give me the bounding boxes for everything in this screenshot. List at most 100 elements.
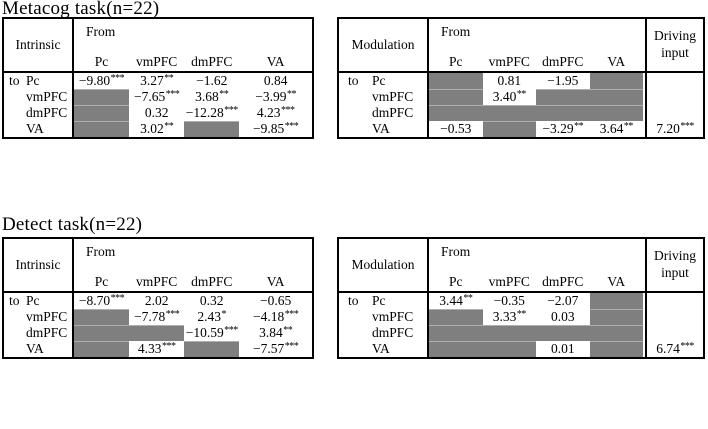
significance-stars: ** xyxy=(463,293,473,304)
value-cell: 3.33** xyxy=(483,309,537,325)
table-row: vmPFC 3.40** xyxy=(339,89,703,105)
cell-value: −0.35 xyxy=(493,293,525,308)
driving-input-cell xyxy=(645,73,703,89)
row-cells: 0.81 −1.95 xyxy=(429,73,643,89)
cell-value: 2.02 xyxy=(144,293,169,308)
suppressed-cell xyxy=(589,341,643,357)
detect-tables-row: Intrinsic From Pc vmPFC dmPFC VA to Pc −8.70*** 2… xyxy=(2,237,708,425)
cell-value: −8.70*** xyxy=(78,293,125,309)
table-row: vmPFC −7.78*** 2.43* −4.18*** xyxy=(4,309,312,325)
significance-stars: ** xyxy=(516,309,527,320)
row-cells: 3.02** −9.85*** xyxy=(74,121,312,137)
value-cell: 3.64** xyxy=(590,121,644,137)
cell-value: −0.65 xyxy=(260,293,292,308)
column-divider-gap xyxy=(643,341,645,357)
statistic-value: −12.28 xyxy=(185,105,224,120)
cell-value: 3.02** xyxy=(140,121,174,137)
suppressed-cell xyxy=(74,121,130,137)
cell-value: −12.28*** xyxy=(186,105,238,121)
cell-value: 3.27** xyxy=(140,73,174,89)
suppressed-cell xyxy=(429,309,483,325)
table-row: vmPFC −7.65*** 3.68** −3.99** xyxy=(4,89,312,105)
suppressed-cell xyxy=(589,309,643,325)
cell-value: −9.85*** xyxy=(253,121,299,137)
column-headers: Pc vmPFC dmPFC VA xyxy=(74,54,312,71)
corner-cell: Modulation xyxy=(339,19,429,71)
driving-input-header: Driving input xyxy=(645,239,703,291)
column-header-pc: Pc xyxy=(94,54,109,69)
row-label-cell: to Pc xyxy=(4,73,74,89)
table-row: VA 3.02** −9.85*** xyxy=(4,121,312,137)
modulation-label: Modulation xyxy=(351,257,415,272)
section-title-detect: Detect task(n=22) xyxy=(2,214,143,235)
from-label: From xyxy=(86,244,116,259)
column-divider-gap xyxy=(643,121,645,137)
statistic-value: −4.18 xyxy=(253,309,285,324)
driving-value: 6.74*** xyxy=(656,341,694,357)
row-cells: 3.44** −0.35 −2.07 xyxy=(429,293,643,309)
row-cells: −7.65*** 3.68** −3.99** xyxy=(74,89,312,105)
row-cells xyxy=(429,325,643,341)
cell-value: 0.81 xyxy=(497,73,522,88)
to-prefix: to xyxy=(9,293,20,308)
cell-value: −7.78*** xyxy=(134,309,180,325)
table-body: to Pc 3.44** −0.35 −2.07 vmPFC 3.33** 0.03 dmPFC… xyxy=(339,293,703,357)
value-cell: −1.62 xyxy=(184,73,239,89)
column-divider-gap xyxy=(643,239,645,291)
from-header-area: From Pc vmPFC dmPFC VA xyxy=(74,239,312,291)
row-label-cell: vmPFC xyxy=(4,89,74,105)
statistic-value: −3.99 xyxy=(255,89,287,104)
suppressed-cell xyxy=(74,105,130,121)
value-cell: −7.57*** xyxy=(239,341,312,357)
value-cell: 0.32 xyxy=(129,105,184,121)
value-cell: 0.32 xyxy=(184,293,239,309)
significance-stars: *** xyxy=(165,309,180,320)
table-row: to Pc 0.81 −1.95 xyxy=(339,73,703,89)
row-label-cell: dmPFC xyxy=(339,105,429,121)
table-row: dmPFC −10.59*** 3.84** xyxy=(4,325,312,341)
cell-value: −1.95 xyxy=(547,73,579,88)
cell-value: −4.18*** xyxy=(253,309,299,325)
row-cells: 4.33*** −7.57*** xyxy=(74,341,312,357)
suppressed-cell xyxy=(482,121,536,137)
statistic-value: −8.70 xyxy=(78,293,111,308)
column-divider-gap xyxy=(643,309,645,325)
cell-value: 3.44** xyxy=(439,293,473,309)
value-cell: 0.81 xyxy=(483,73,537,89)
value-cell: 4.23*** xyxy=(239,105,312,121)
from-label: From xyxy=(441,24,471,39)
statistic-value: −7.65 xyxy=(134,89,166,104)
value-cell: −9.80*** xyxy=(74,73,129,89)
suppressed-cell xyxy=(589,293,643,309)
statistic-value: 3.44 xyxy=(439,293,463,308)
cell-value: 4.33*** xyxy=(138,341,176,357)
column-header-pc: Pc xyxy=(449,54,463,69)
row-cells: 3.33** 0.03 xyxy=(429,309,643,325)
significance-stars: *** xyxy=(284,341,299,352)
column-headers: Pc vmPFC dmPFC VA xyxy=(429,54,643,71)
cell-value: 0.03 xyxy=(550,309,575,324)
value-cell: 3.40** xyxy=(483,89,537,105)
row-label-cell: dmPFC xyxy=(339,325,429,341)
column-header-pc: Pc xyxy=(449,274,463,289)
table-row: VA 0.01 6.74*** xyxy=(339,341,703,357)
cell-value: 0.32 xyxy=(144,105,169,120)
value-cell: 0.84 xyxy=(239,73,312,89)
value-cell: −0.53 xyxy=(429,121,483,137)
driving-value: 7.20*** xyxy=(656,121,694,137)
row-label: Pc xyxy=(26,73,40,88)
metacog-intrinsic-host: Intrinsic From Pc vmPFC dmPFC VA to Pc −9.80*** 3… xyxy=(2,17,337,205)
column-headers: Pc vmPFC dmPFC VA xyxy=(74,274,312,291)
value-cell: 2.43* xyxy=(184,309,239,325)
value-cell: 4.33*** xyxy=(129,341,184,357)
row-label: dmPFC xyxy=(26,105,68,120)
column-header-pc: Pc xyxy=(94,274,109,289)
row-label: dmPFC xyxy=(26,325,68,340)
column-header-dmpfc: dmPFC xyxy=(191,274,233,289)
statistic-value: 3.02 xyxy=(140,121,164,136)
suppressed-cell xyxy=(482,105,536,121)
value-cell: −3.29** xyxy=(536,121,590,137)
row-cells: −10.59*** 3.84** xyxy=(74,325,312,341)
cell-value: −9.80*** xyxy=(79,73,125,89)
